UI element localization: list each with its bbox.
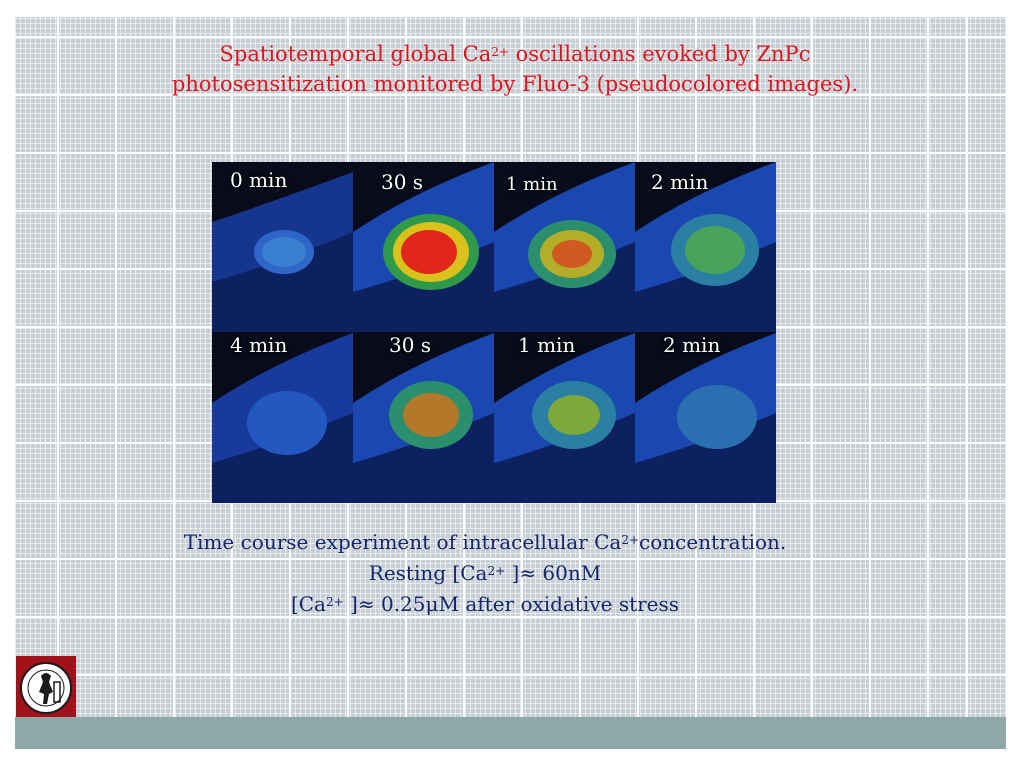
grid-line (15, 94, 1006, 96)
grid-line (15, 674, 1006, 676)
grid-line (15, 36, 1006, 38)
time-label: 0 min (230, 168, 288, 192)
grid-line (15, 616, 1006, 618)
image-cell: 2 min (635, 162, 776, 332)
image-cell: 2 min (635, 333, 776, 503)
footer-bar (15, 717, 1006, 749)
cell-micrograph (494, 333, 635, 503)
image-cell: 4 min (212, 333, 353, 503)
time-label: 1 min (506, 174, 558, 195)
grid-line (173, 17, 175, 717)
image-cell: 1 min (494, 162, 635, 332)
time-label: 2 min (651, 170, 709, 194)
image-cell: 1 min (494, 333, 635, 503)
title-line-1: Spatiotemporal global Ca2+ oscillations … (219, 42, 811, 66)
grid-line (811, 17, 813, 717)
grid-line (927, 17, 929, 717)
image-cell: 30 s (353, 333, 494, 503)
fluorescence-image-grid: 0 min 30 s 1 min (212, 162, 776, 503)
caption-line-2: Resting [Ca2+ ]≈ 60nM (368, 561, 602, 585)
cell-micrograph (353, 333, 494, 503)
cell-micrograph (212, 333, 353, 503)
cell-micrograph (353, 162, 494, 332)
caption-line-3: [Ca2+ ]≈ 0.25μM after oxidative stress (290, 592, 680, 616)
slide: Spatiotemporal global Ca2+ oscillations … (15, 17, 1006, 749)
slide-title: Spatiotemporal global Ca2+ oscillations … (55, 39, 975, 99)
image-cell: 0 min (212, 162, 353, 332)
university-seal-icon (16, 656, 76, 720)
time-label: 30 s (381, 170, 424, 194)
grid-line (57, 17, 59, 717)
title-line-2: photosensitization monitored by Fluo-3 (… (171, 72, 859, 96)
grid-line (115, 17, 117, 717)
image-cell: 30 s (353, 162, 494, 332)
grid-line (966, 17, 968, 717)
time-label: 30 s (389, 333, 432, 357)
grid-line (869, 17, 871, 717)
time-label: 2 min (663, 333, 721, 357)
caption-line-1: Time course experiment of intracellular … (183, 530, 787, 554)
cell-micrograph (494, 162, 635, 332)
time-label: 1 min (518, 333, 576, 357)
grid-line (15, 152, 1006, 154)
cell-micrograph (635, 162, 776, 332)
cell-micrograph (212, 172, 353, 332)
caption: Time course experiment of intracellular … (75, 527, 895, 620)
cell-micrograph (635, 333, 776, 503)
grid-line (15, 558, 1006, 560)
time-label: 4 min (230, 333, 288, 357)
